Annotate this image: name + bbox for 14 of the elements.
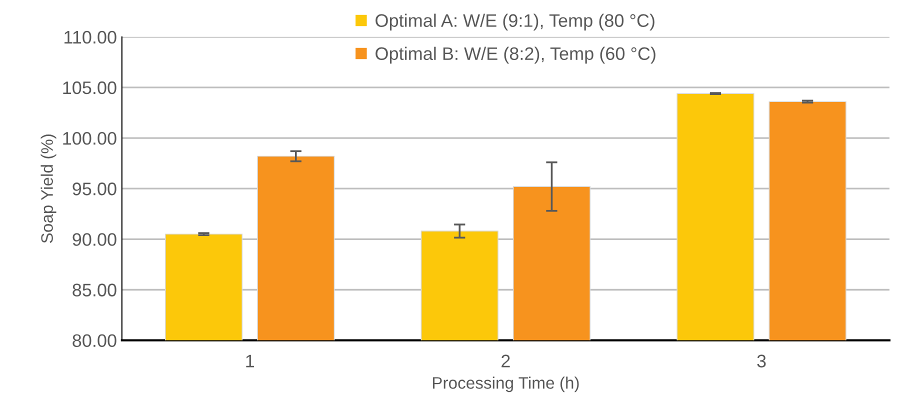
y-tick-label: 85.00	[72, 284, 116, 296]
y-tick-label: 80.00	[72, 334, 116, 348]
legend-label: Optimal A: W/E (9:1), Temp (80 °C)	[376, 14, 654, 31]
x-tick-label: 3	[757, 354, 766, 368]
y-tick-label: 110.00	[64, 30, 116, 44]
x-axis-title: Processing Time (h)	[432, 376, 579, 392]
y-axis-title: Soap Yield (%)	[40, 134, 56, 243]
y-tick-label: 90.00	[72, 233, 116, 246]
y-tick-label: 95.00	[72, 182, 116, 196]
x-tick-label: 1	[246, 354, 254, 368]
legend-label: Optimal B: W/E (8:2), Temp (60 °C)	[376, 46, 656, 64]
y-tick-label: 100.00	[63, 132, 116, 145]
y-tick-label: 105.00	[63, 81, 116, 94]
x-tick-label: 2	[502, 354, 510, 368]
